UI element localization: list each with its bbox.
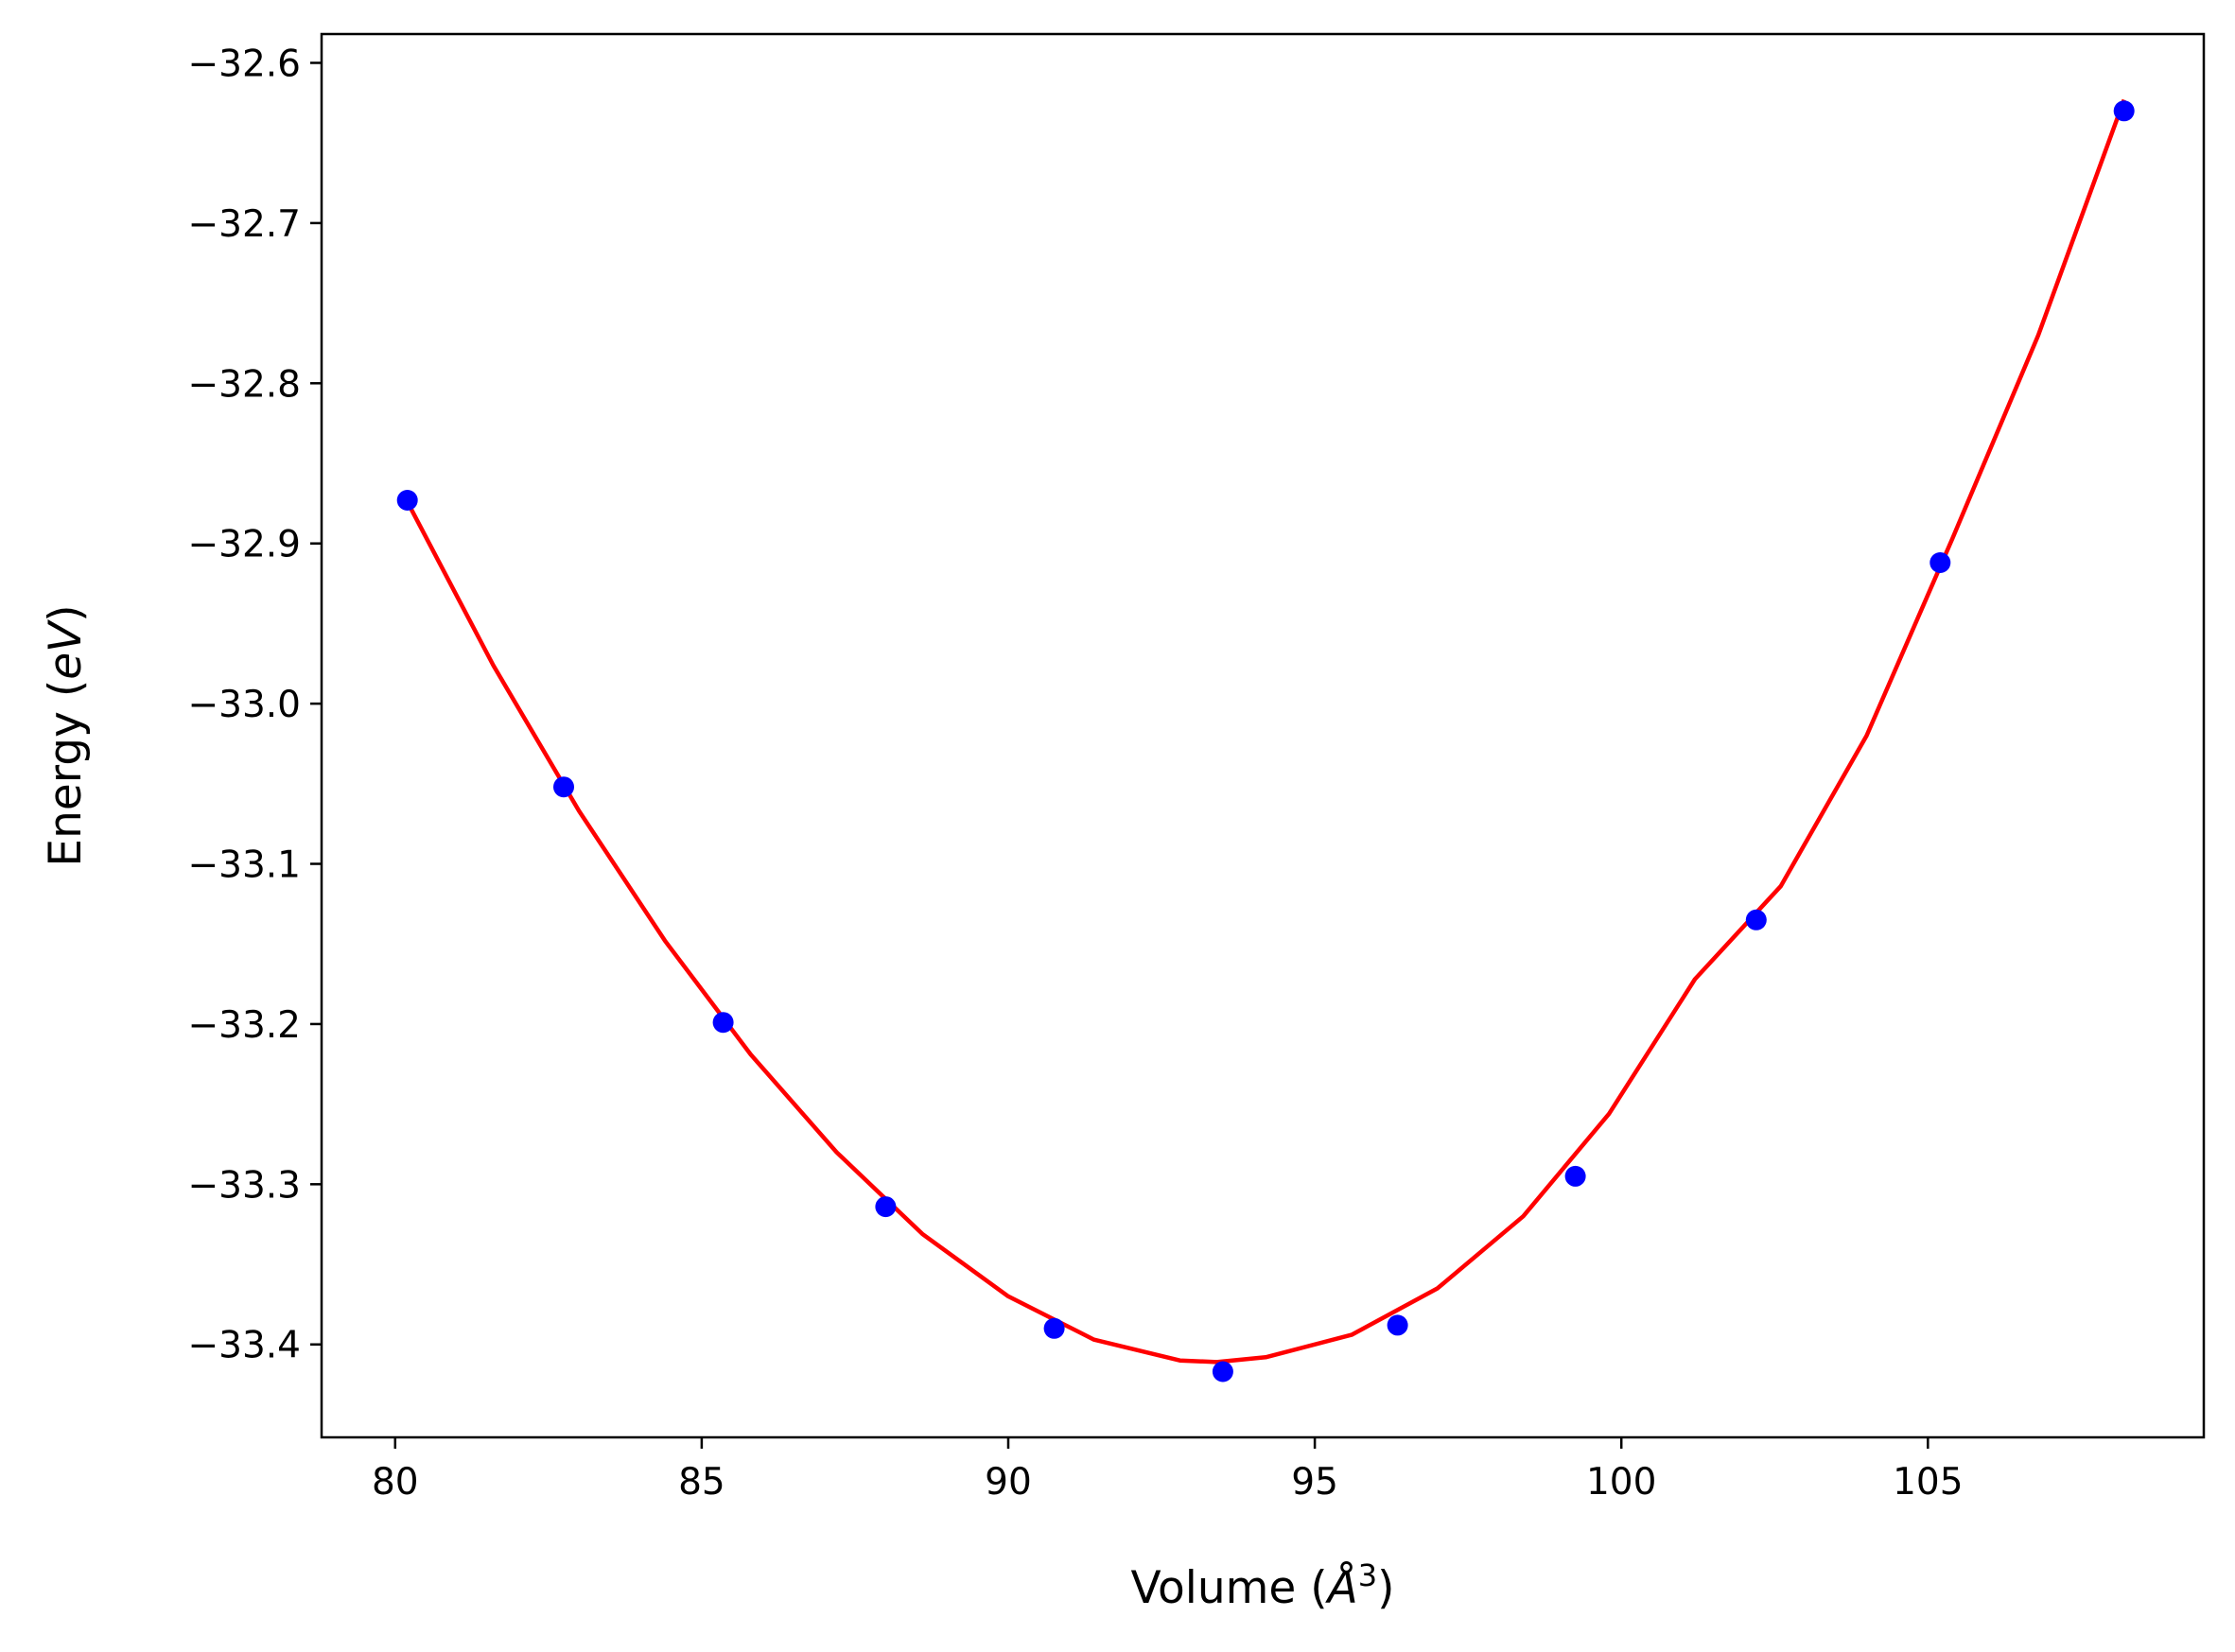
data-point	[712, 1012, 734, 1034]
x-tick-label: 105	[1893, 1461, 1963, 1504]
y-tick-label: −32.9	[187, 524, 301, 566]
x-tick-label: 100	[1586, 1461, 1656, 1504]
data-point	[1745, 909, 1767, 930]
data-point	[1929, 552, 1951, 573]
y-axis-ticks: −32.6 −32.7 −32.8 −32.9 −33.0 −33.1 −33.2 −33.3…	[187, 43, 322, 1367]
fit-curve-line	[405, 98, 2126, 1365]
x-tick-label: 80	[372, 1461, 419, 1504]
data-point	[1387, 1314, 1408, 1336]
y-tick-label: −32.6	[187, 43, 301, 85]
data-point	[1564, 1165, 1586, 1187]
plot-background	[322, 34, 2204, 1437]
fit-curve-layer	[405, 98, 2126, 1365]
data-point	[2113, 100, 2135, 122]
data-point	[1043, 1317, 1065, 1339]
y-tick-label: −33.4	[187, 1325, 301, 1367]
y-axis-label: Energy (eV)	[40, 604, 92, 866]
x-axis-ticks: 80 85 90 95 100 105	[372, 1437, 1964, 1504]
y-tick-label: −32.8	[187, 363, 301, 406]
data-points-layer	[396, 100, 2135, 1382]
x-axis-label: Volume (Å3)	[1131, 1557, 1395, 1614]
x-tick-label: 90	[985, 1461, 1032, 1504]
x-tick-label: 95	[1291, 1461, 1338, 1504]
y-tick-label: −33.1	[187, 844, 301, 887]
data-point	[1212, 1361, 1233, 1382]
data-point	[553, 776, 574, 798]
plot-frame	[320, 32, 2206, 1439]
y-tick-label: −32.7	[187, 203, 301, 246]
x-tick-label: 85	[678, 1461, 725, 1504]
data-point	[875, 1196, 897, 1218]
y-tick-label: −33.2	[187, 1004, 301, 1047]
y-tick-label: −33.3	[187, 1164, 301, 1207]
y-tick-label: −33.0	[187, 684, 301, 726]
data-point	[396, 490, 418, 511]
